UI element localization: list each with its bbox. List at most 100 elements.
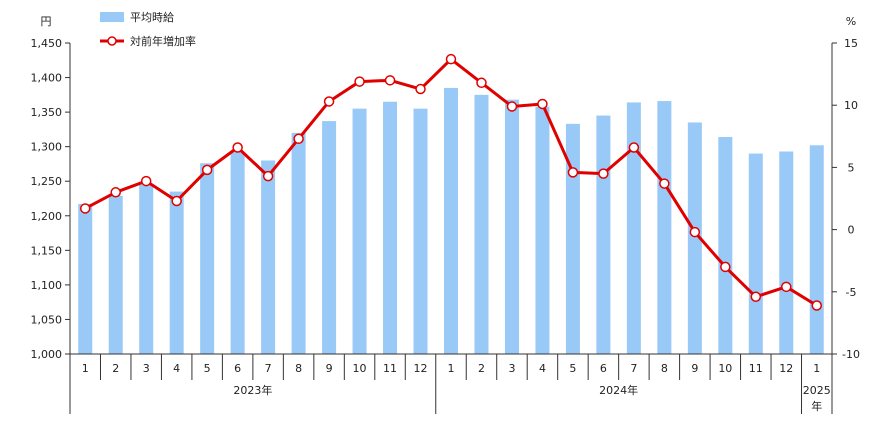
line-point-16 <box>537 98 548 110</box>
line-point-18 <box>598 168 609 179</box>
bar-2 <box>108 195 123 354</box>
line-point-2 <box>110 187 121 198</box>
line-point-8 <box>293 133 304 145</box>
bar-12 <box>413 108 428 355</box>
bar-4 <box>169 191 184 354</box>
month-label: 6 <box>600 362 607 375</box>
line-point-22 <box>720 261 731 273</box>
month-label: 8 <box>661 362 668 375</box>
left-axis-tick-label: 1,100 <box>31 279 63 292</box>
legend-swatch-marker <box>107 36 117 46</box>
bar-7 <box>261 160 276 354</box>
bar-18 <box>596 115 611 354</box>
month-label: 12 <box>779 362 793 375</box>
month-label: 5 <box>569 362 576 375</box>
year-label: 2024年 <box>599 383 638 397</box>
month-label: 1 <box>448 362 455 375</box>
line-point-5 <box>201 164 213 176</box>
month-label: 12 <box>414 362 428 375</box>
legend-swatch-bar <box>100 12 124 22</box>
line-point-17 <box>567 167 579 178</box>
month-label: 1 <box>82 362 89 375</box>
bar-14 <box>474 94 489 354</box>
line-point-13 <box>445 53 457 65</box>
left-axis-tick-label: 1,350 <box>31 106 63 119</box>
month-label: 5 <box>204 362 211 375</box>
month-label: 2 <box>112 362 119 375</box>
left-axis-tick-label: 1,300 <box>31 141 63 154</box>
bar-6 <box>230 152 245 354</box>
month-label: 9 <box>691 362 698 375</box>
line-point-19 <box>628 142 640 153</box>
bar-9 <box>322 121 337 355</box>
legend-label-line: 対前年増加率 <box>130 34 196 48</box>
bar-19 <box>626 102 641 355</box>
right-axis-tick-label: 10 <box>844 99 858 112</box>
right-axis-tick-label: 15 <box>844 37 858 50</box>
month-label: 11 <box>383 362 397 375</box>
year-label: 2023年 <box>233 383 272 397</box>
bar-10 <box>352 108 367 355</box>
year-label: 年 <box>811 399 822 413</box>
month-label: 6 <box>234 362 241 375</box>
month-label: 3 <box>508 362 515 375</box>
line-point-15 <box>506 101 518 112</box>
line-point-24 <box>781 281 792 293</box>
line-point-14 <box>476 77 487 89</box>
month-label: 9 <box>326 362 333 375</box>
bar-13 <box>444 87 458 354</box>
year-label: 2025 <box>803 384 831 397</box>
line-point-23 <box>750 291 762 303</box>
bar-1 <box>78 204 93 354</box>
bar-22 <box>718 136 733 354</box>
bar-15 <box>504 99 519 354</box>
left-axis-unit: 円 <box>41 15 52 28</box>
left-axis-tick-label: 1,000 <box>31 348 63 361</box>
line-point-7 <box>262 170 274 182</box>
line-point-6 <box>232 142 243 153</box>
month-label: 3 <box>143 362 150 375</box>
month-label: 4 <box>173 362 180 375</box>
bar-23 <box>748 153 763 354</box>
right-axis-tick-label: 5 <box>848 161 855 174</box>
month-label: 4 <box>539 362 546 375</box>
month-label: 10 <box>353 362 367 375</box>
line-point-9 <box>323 96 335 107</box>
line-point-12 <box>415 83 426 95</box>
bar-24 <box>779 151 794 354</box>
right-axis-tick-label: -5 <box>846 286 857 299</box>
bar-16 <box>535 106 550 355</box>
line-point-4 <box>171 195 182 207</box>
left-axis-tick-label: 1,250 <box>31 175 63 188</box>
month-label: 10 <box>718 362 732 375</box>
bar-17 <box>565 123 580 354</box>
left-axis-tick-label: 1,450 <box>31 37 63 50</box>
left-axis-tick-label: 1,200 <box>31 210 63 223</box>
left-axis-tick-label: 1,050 <box>31 313 63 326</box>
month-label: 11 <box>749 362 763 375</box>
line-point-25 <box>811 300 823 311</box>
line-point-20 <box>659 178 670 189</box>
left-axis-tick-label: 1,400 <box>31 72 63 85</box>
month-label: 7 <box>630 362 637 375</box>
bar-25 <box>809 145 824 354</box>
bar-8 <box>291 132 306 354</box>
line-point-21 <box>689 226 701 238</box>
legend-label-bar: 平均時給 <box>130 10 174 24</box>
line-point-3 <box>140 175 152 187</box>
month-label: 7 <box>265 362 272 375</box>
bar-21 <box>687 122 702 354</box>
bar-3 <box>139 184 154 354</box>
bar-5 <box>200 163 215 354</box>
right-axis-tick-label: 0 <box>848 224 855 237</box>
line-point-10 <box>354 76 365 87</box>
left-axis-tick-label: 1,150 <box>31 244 63 257</box>
month-label: 8 <box>295 362 302 375</box>
bar-11 <box>383 101 398 354</box>
bar-20 <box>657 101 672 354</box>
month-label: 2 <box>478 362 485 375</box>
month-label: 1 <box>813 362 820 375</box>
right-axis-tick-label: -10 <box>842 348 860 361</box>
right-axis-unit: % <box>846 15 856 28</box>
